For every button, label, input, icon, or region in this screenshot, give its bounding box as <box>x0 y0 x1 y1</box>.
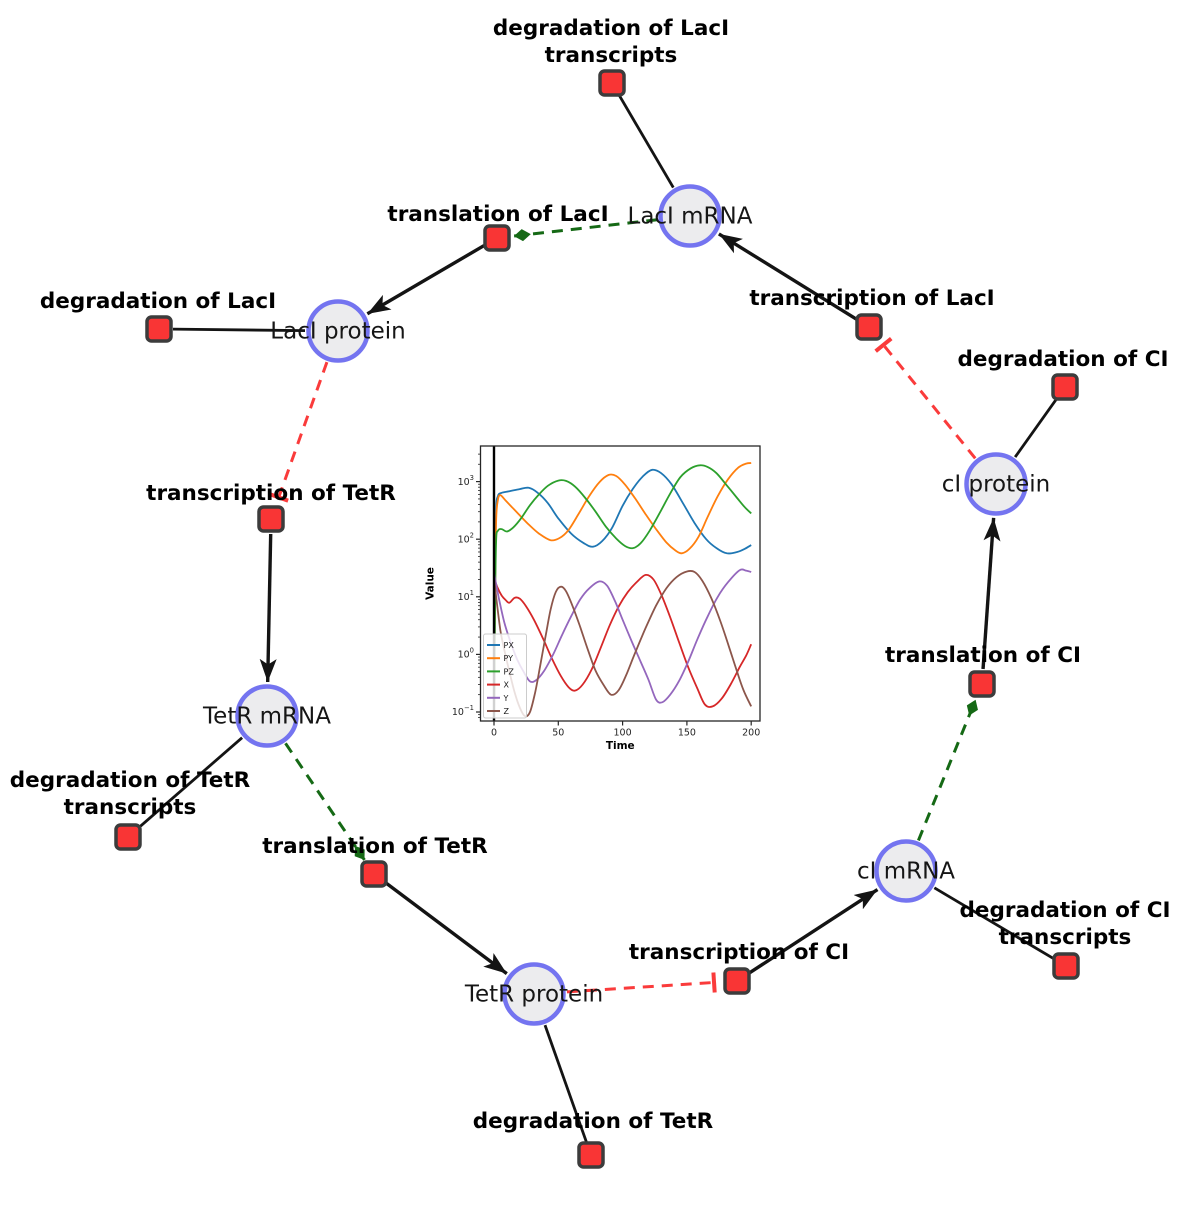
edge-tetr-protein-to-transcription-ci <box>566 972 717 994</box>
y-tick-label: 10−1 <box>452 704 474 718</box>
edge-laci-mrna-to-translation-laci <box>513 218 658 242</box>
reaction-node-deg-laci-transcripts[interactable] <box>598 69 626 97</box>
species-label-laci-mrna: LacI mRNA <box>628 204 753 230</box>
x-axis-label: Time <box>606 740 635 752</box>
series-PY-line <box>493 462 752 721</box>
reaction-node-deg-tetr-transcripts[interactable] <box>114 823 142 851</box>
reaction-node-translation-tetr[interactable] <box>360 860 388 888</box>
edge-ci-protein-to-deg-ci <box>1013 397 1059 458</box>
inset-chart: 0 50 100 150 20010−1100101102103TimeValuePXP… <box>425 430 780 765</box>
x-tick-label: 50 <box>552 728 564 739</box>
edge-ci-mrna-to-deg-ci-transcripts <box>933 886 1055 961</box>
reaction-label-deg-ci: degradation of CI <box>958 347 1169 372</box>
reaction-node-transcription-ci[interactable] <box>723 967 751 995</box>
reaction-label-transcription-tetr: transcription of TetR <box>146 481 396 506</box>
reaction-label-deg-laci-transcripts-line2: transcripts <box>545 43 678 68</box>
chart-legend: PX PY PZ XYZ <box>483 633 527 719</box>
reaction-label-transcription-laci: transcription of LacI <box>749 286 994 311</box>
y-tick-label: 103 <box>458 474 474 488</box>
y-tick-label: 102 <box>458 531 474 545</box>
species-label-ci-mrna: cI mRNA <box>857 859 955 885</box>
species-node-ci-mrna[interactable] <box>874 839 938 903</box>
edge-translation-tetr-to-tetr-protein <box>384 881 508 975</box>
species-label-tetr-protein: TetR protein <box>464 982 603 1008</box>
legend-label-PX: PX <box>504 641 515 650</box>
reaction-label-deg-tetr: degradation of TetR <box>473 1109 714 1134</box>
reaction-node-transcription-tetr[interactable] <box>257 505 285 533</box>
species-node-laci-protein[interactable] <box>306 299 370 363</box>
x-tick-label: 200 <box>742 728 760 739</box>
nodes-layer <box>114 69 1080 1169</box>
edges-layer <box>137 94 1059 1143</box>
legend-label-PY: PY <box>504 654 514 663</box>
y-tick-label: 101 <box>458 589 474 603</box>
legend-label-PZ: PZ <box>504 667 515 676</box>
labels-layer: LacI mRNA LacI protein TetR mRNA TetR prote… <box>10 16 1171 1134</box>
species-label-tetr-mrna: TetR mRNA <box>202 704 331 730</box>
reaction-label-transcription-ci: transcription of CI <box>629 940 849 965</box>
edge-ci-protein-to-transcription-laci <box>874 337 977 460</box>
species-node-ci-protein[interactable] <box>964 452 1028 516</box>
edge-laci-protein-to-transcription-tetr <box>268 361 329 503</box>
species-node-tetr-protein[interactable] <box>502 962 566 1026</box>
edge-transcription-laci-to-laci-mrna <box>717 232 858 321</box>
edge-laci-protein-to-deg-laci <box>172 327 306 333</box>
series-X-line <box>493 573 753 708</box>
species-node-tetr-mrna[interactable] <box>235 684 299 748</box>
reaction-label-deg-tetr-transcripts-line2: transcripts <box>64 795 197 820</box>
reaction-label-deg-ci-transcripts: degradation of CI <box>960 898 1171 923</box>
reaction-node-deg-tetr[interactable] <box>577 1141 605 1169</box>
edge-translation-laci-to-laci-protein <box>366 244 485 316</box>
x-tick-label: 150 <box>678 728 696 739</box>
reaction-node-deg-ci-transcripts[interactable] <box>1052 952 1080 980</box>
reaction-label-translation-laci: translation of LacI <box>387 202 608 227</box>
y-tick-label: 100 <box>458 647 474 661</box>
reaction-node-deg-laci[interactable] <box>145 315 173 343</box>
reaction-node-translation-ci[interactable] <box>968 670 996 698</box>
legend-label-X: X <box>504 681 510 690</box>
legend-label-Y: Y <box>503 694 509 703</box>
reaction-node-transcription-laci[interactable] <box>855 313 883 341</box>
x-tick-label: 0 <box>491 728 497 739</box>
reaction-label-deg-laci-transcripts: degradation of LacI <box>493 16 729 41</box>
edge-transcription-tetr-to-tetr-mrna <box>259 533 277 683</box>
series-PX-line <box>493 468 752 721</box>
y-axis-label: Value <box>425 567 437 600</box>
reaction-label-deg-tetr-transcripts: degradation of TetR <box>10 768 251 793</box>
legend-label-Z: Z <box>504 707 510 716</box>
edge-transcription-ci-to-ci-mrna <box>748 888 879 975</box>
reaction-label-deg-ci-transcripts-line2: transcripts <box>999 925 1132 950</box>
chart-frame <box>479 445 761 722</box>
reaction-node-translation-laci[interactable] <box>483 224 511 252</box>
series-PZ-line <box>493 464 752 721</box>
reaction-label-translation-ci: translation of CI <box>885 643 1081 668</box>
species-node-laci-mrna[interactable] <box>658 184 722 248</box>
edge-translation-ci-to-ci-protein <box>981 517 1001 670</box>
edge-ci-mrna-to-translation-ci <box>917 699 978 841</box>
reaction-node-deg-ci[interactable] <box>1051 373 1079 401</box>
reaction-label-deg-laci: degradation of LacI <box>40 289 276 314</box>
species-label-ci-protein: cI protein <box>942 472 1051 498</box>
edge-tetr-mrna-to-translation-tetr <box>284 742 366 861</box>
reaction-label-translation-tetr: translation of TetR <box>262 834 488 859</box>
species-label-laci-protein: LacI protein <box>270 319 405 345</box>
edge-tetr-protein-to-deg-tetr <box>543 1024 588 1143</box>
x-tick-label: 100 <box>614 728 632 739</box>
edge-tetr-mrna-to-deg-tetr-transcripts <box>137 736 244 829</box>
edge-laci-mrna-to-deg-laci-transcripts <box>617 94 675 189</box>
